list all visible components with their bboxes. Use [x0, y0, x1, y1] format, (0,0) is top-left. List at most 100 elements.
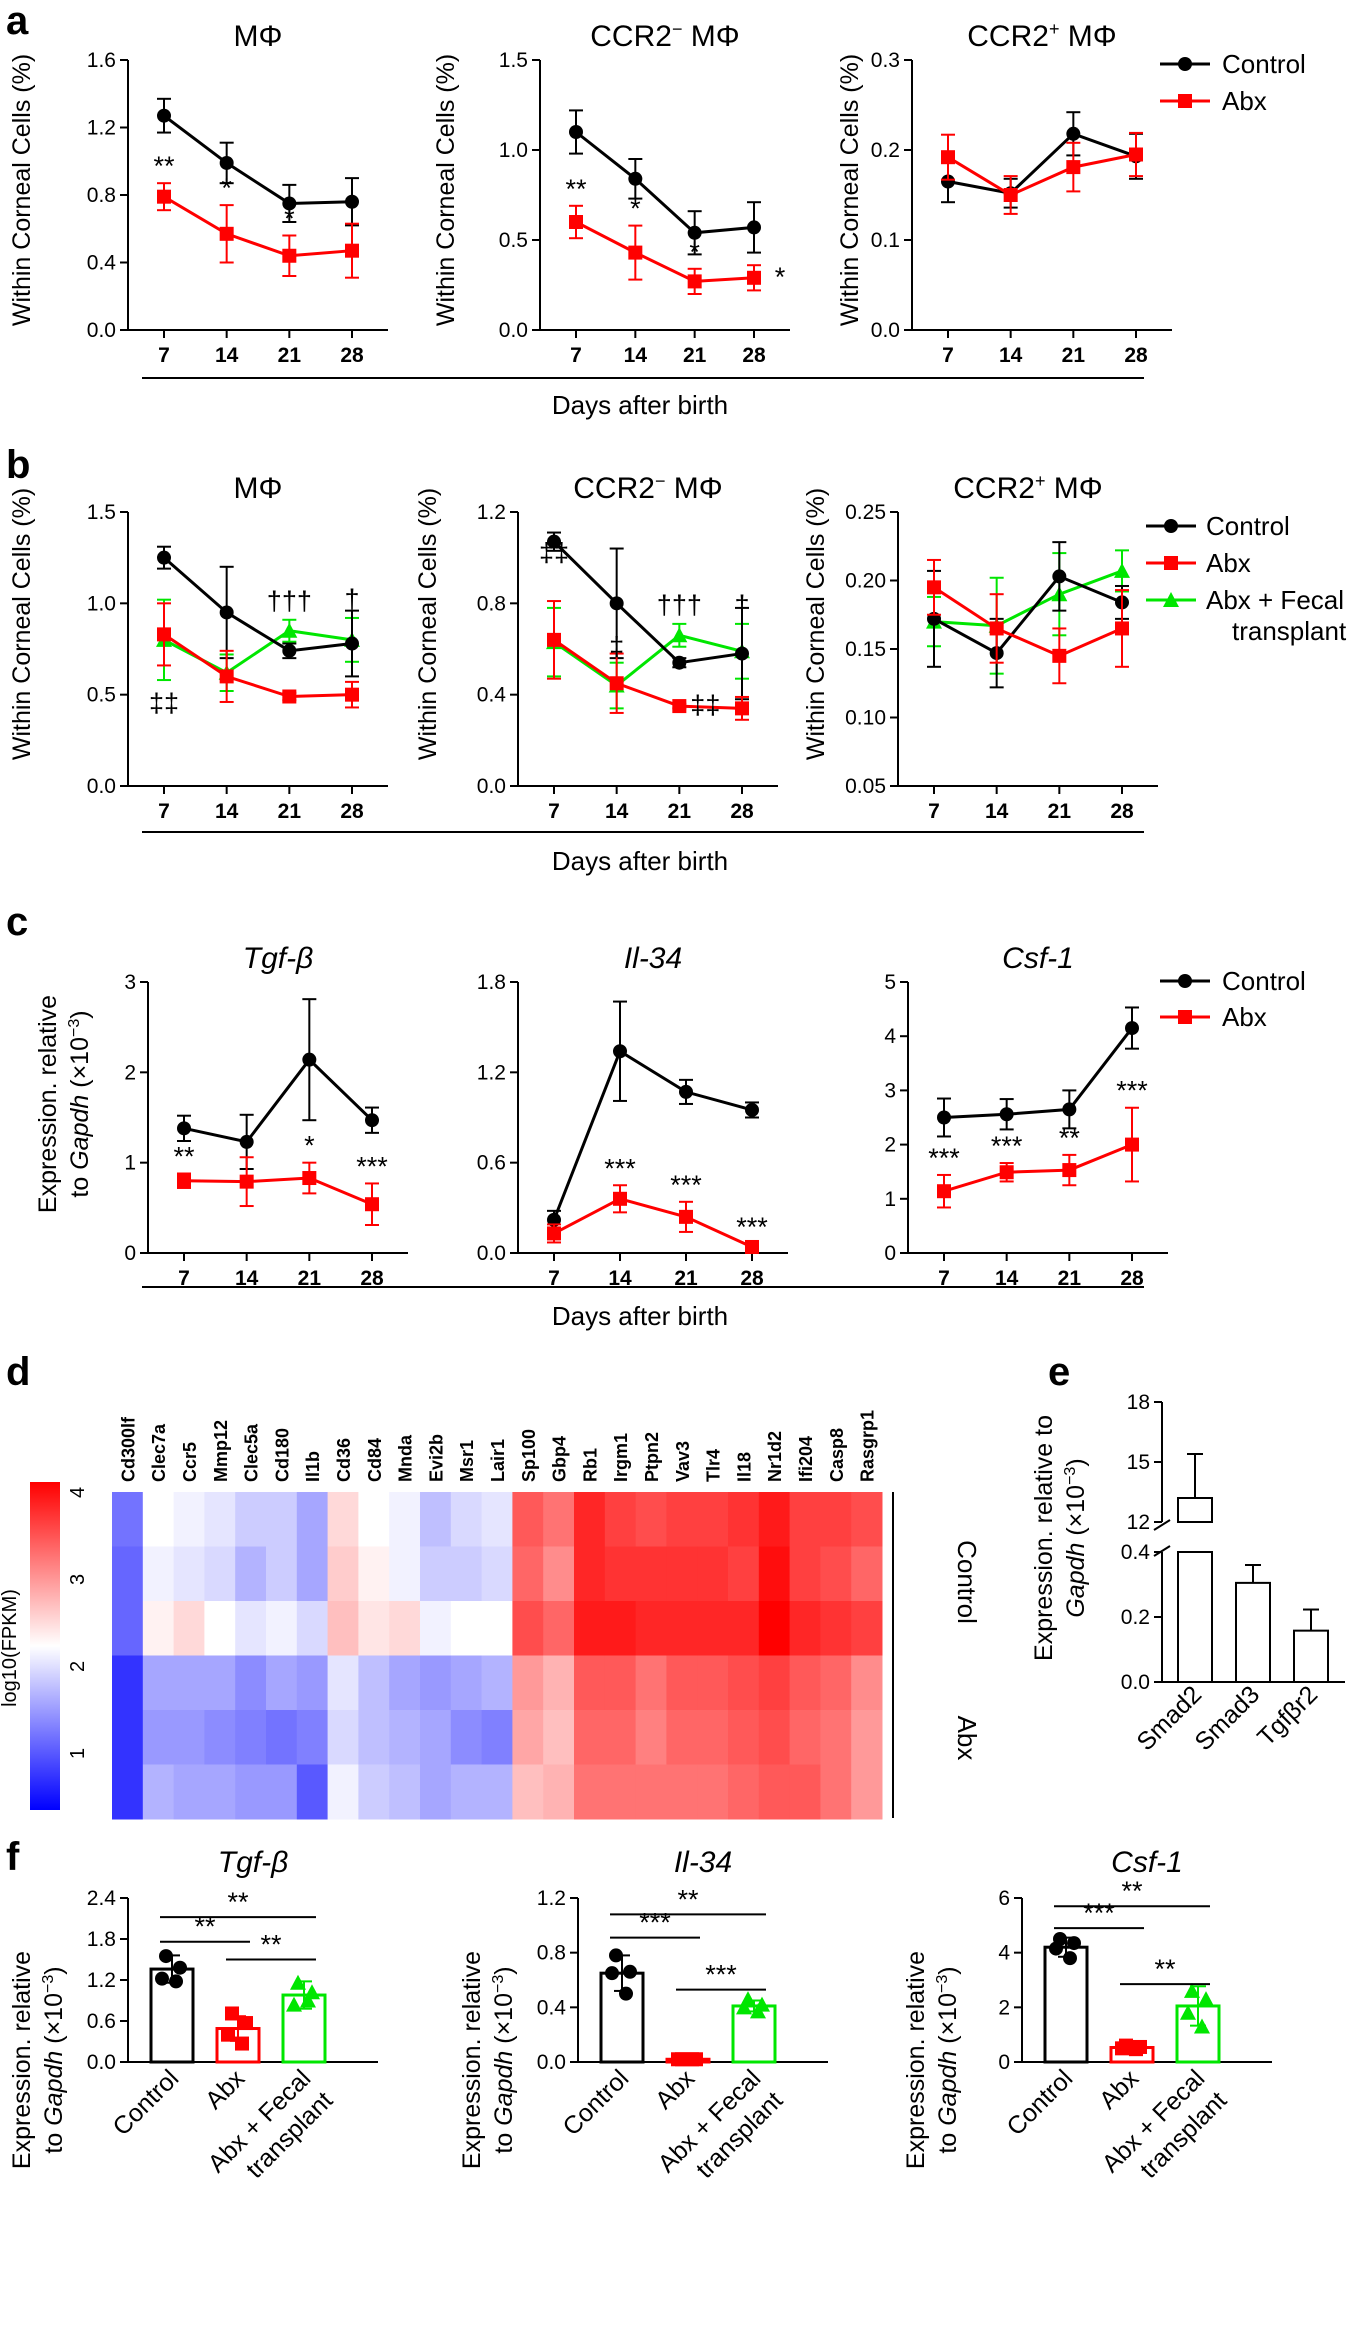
- a3-abx-line: [947, 153, 1137, 197]
- c2-abx-point: [679, 1209, 693, 1224]
- f2-point-control: [605, 1966, 619, 1981]
- heatmap-gene-label-cd84: Cd84: [365, 1438, 385, 1482]
- b1-significance-label: †: [344, 584, 359, 614]
- heatmap-cell-rasgrp1: [851, 1710, 883, 1765]
- heatmap-cell-ptpn2: [635, 1601, 667, 1656]
- a3-y-tick-label: 0.3: [871, 49, 900, 72]
- heatmap-cell-mmp12: [204, 1601, 236, 1656]
- heatmap-scale-ticks: 4 3 2 1: [67, 1487, 89, 1759]
- c2-series-control: [547, 1000, 759, 1230]
- c3-control-point: [1062, 1102, 1077, 1117]
- f2-y-axis-label: Expression. relative to Gapdh (×10−3): [458, 1951, 518, 2169]
- c-y-axis-label-line1: Expression. relative: [34, 995, 62, 1213]
- c2-control-point: [679, 1084, 693, 1099]
- b2-y-tick-label: 0.8: [477, 592, 506, 615]
- panel-letter-c: c: [6, 900, 28, 944]
- heatmap-cell-msr1: [450, 1764, 483, 1820]
- heatmap-cell-il18: [728, 1546, 760, 1602]
- a2-abx-point: [687, 274, 702, 289]
- a2-x-tick-label: 28: [742, 344, 766, 367]
- heatmap-cell-cd300lf: [112, 1546, 144, 1602]
- heatmap-cell-cd84: [358, 1601, 390, 1656]
- heatmap-cell-lair1: [481, 1710, 513, 1765]
- f3-x-tick-label-abx: Abx: [1094, 2064, 1145, 2115]
- heatmap-cell-irgm1: [604, 1546, 637, 1602]
- heatmap-cell-evi2b: [420, 1601, 452, 1656]
- heatmap-cell-cd300lf: [112, 1655, 144, 1711]
- chart-a3: CCR2+ MΦ 0.0 0.1 0.2 0.3 7 14 21 28: [871, 19, 1172, 367]
- b1-control-point: [345, 636, 359, 651]
- f1-y-tick-label: 2.4: [87, 1887, 117, 1910]
- legend-c-abx-marker: [1178, 1010, 1192, 1024]
- f1-point-control: [169, 1974, 183, 1989]
- c3-control-point: [937, 1110, 951, 1125]
- control-group-label: Control: [952, 1540, 982, 1624]
- f1-x-tick-label-abx: Abx: [200, 2064, 251, 2115]
- f1-y-tick-label: 0.6: [87, 2010, 116, 2033]
- heatmap-cell-il1b: [296, 1710, 329, 1765]
- a2-abx-point: [628, 245, 643, 260]
- legend-a-control-label: Control: [1222, 49, 1306, 79]
- legend-b-control-label: Control: [1206, 511, 1290, 541]
- a2-significance-label: **: [565, 174, 587, 204]
- a3-x-tick-label: 28: [1124, 344, 1148, 367]
- heatmap-gene-label-casp8: Casp8: [827, 1428, 847, 1482]
- c3-control-point: [999, 1107, 1014, 1122]
- b2-x-tick-label: 28: [730, 800, 754, 823]
- heatmap-cell-ccr5: [173, 1655, 205, 1711]
- heatmap-cell-ccr5: [173, 1710, 205, 1765]
- b1-x-tick-label: 28: [340, 800, 364, 823]
- e-y-tick-label: 18: [1127, 1391, 1150, 1414]
- f1-point-abx-fecal-transplant: [290, 1974, 306, 1990]
- c1-significance-label: ***: [356, 1151, 388, 1181]
- a3-control-point: [941, 174, 955, 189]
- heatmap-cell-casp8: [820, 1492, 852, 1547]
- heatmap-cell-lair1: [481, 1764, 513, 1820]
- a2-title: CCR2− MΦ: [590, 19, 739, 53]
- heatmap-cell-nr1d2: [758, 1601, 791, 1656]
- c2-abx-point: [745, 1239, 759, 1254]
- heatmap-cell-il18: [728, 1601, 760, 1656]
- b3-abx-point: [1052, 648, 1067, 663]
- heatmap-cell-lair1: [481, 1546, 513, 1602]
- panel-letter-e: e: [1048, 1350, 1070, 1394]
- e-y-tick-label: 0.4: [1121, 1541, 1151, 1564]
- heatmap-cell-vav3: [666, 1710, 698, 1765]
- legend-c-control-marker: [1178, 974, 1192, 988]
- f2-point-abx: [685, 2052, 699, 2067]
- heatmap-cell-ccr5: [173, 1546, 205, 1602]
- b1-significance-label: †††: [267, 586, 312, 616]
- c1-series-control: [177, 998, 379, 1170]
- c3-series-abx: [937, 1106, 1139, 1209]
- f3-point-abx-fecal-transplant: [1184, 1982, 1200, 1998]
- heatmap-gene-label-mmp12: Mmp12: [211, 1420, 231, 1482]
- a1-y-tick-label: 0.8: [87, 184, 116, 207]
- b1-control-point: [157, 550, 171, 565]
- heatmap-cell-cd180: [266, 1546, 298, 1602]
- panel-letter-a: a: [6, 0, 29, 43]
- heatmap-cell-ccr5: [173, 1492, 205, 1547]
- b2-series-abx: [547, 600, 749, 721]
- heatmap-cell-rb1: [574, 1764, 606, 1820]
- b3-y-tick-label: 0.25: [845, 501, 886, 524]
- c3-series-control: [937, 1006, 1139, 1138]
- heatmap-cell-clec7a: [142, 1546, 175, 1602]
- heatmap-gene-label-nr1d2: Nr1d2: [765, 1431, 785, 1482]
- heatmap-cell-irgm1: [604, 1601, 637, 1656]
- b-x-axis-label: Days after birth: [552, 846, 728, 876]
- heatmap-cell-vav3: [666, 1546, 698, 1602]
- b3-x-tick-label: 21: [1048, 800, 1072, 823]
- heatmap-cell-il1b: [296, 1546, 329, 1602]
- c2-y-tick-label: 1.8: [477, 971, 506, 994]
- f2-y-tick-label: 1.2: [537, 1887, 566, 1910]
- heatmap-cell-rasgrp1: [851, 1492, 883, 1547]
- c2-significance-label: ***: [736, 1212, 768, 1242]
- a1-control-point: [282, 196, 297, 211]
- b1-title: MΦ: [234, 472, 283, 505]
- c2-x-tick-label: 21: [674, 1267, 698, 1290]
- c1-y-tick-label: 3: [124, 971, 136, 994]
- c1-control-point: [302, 1052, 317, 1067]
